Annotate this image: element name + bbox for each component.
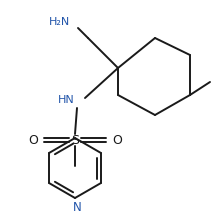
Text: O: O xyxy=(28,134,38,146)
Text: S: S xyxy=(71,134,79,146)
Text: N: N xyxy=(73,201,81,214)
Text: O: O xyxy=(112,134,122,146)
Text: HN: HN xyxy=(58,95,75,105)
Text: H₂N: H₂N xyxy=(49,17,70,27)
